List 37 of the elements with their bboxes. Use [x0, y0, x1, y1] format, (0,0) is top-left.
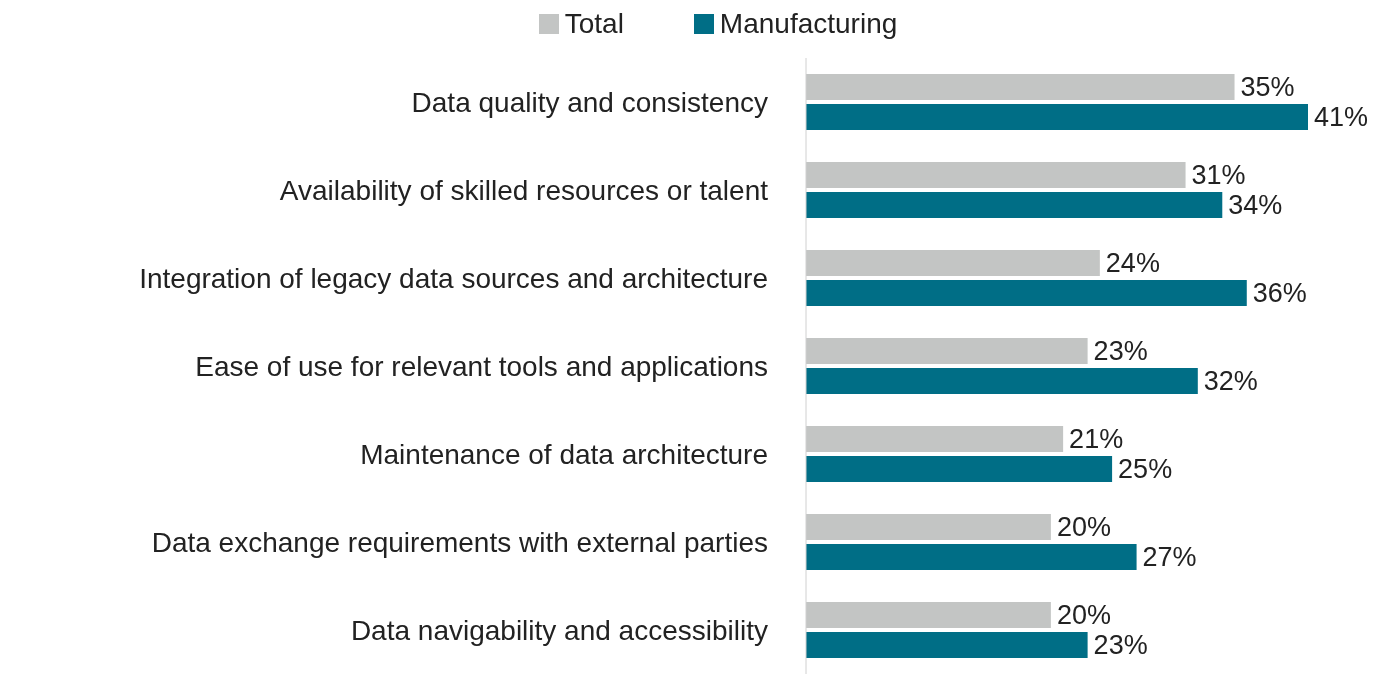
data-label: 24% [1105, 248, 1160, 278]
data-label: 25% [1118, 454, 1173, 484]
bar [806, 514, 1051, 540]
data-label: 23% [1093, 336, 1148, 366]
data-label: 27% [1142, 542, 1197, 572]
bar [806, 74, 1235, 100]
bar [806, 338, 1088, 364]
bar [806, 456, 1113, 482]
y-tick-label: Availability of skilled resources or talent [279, 174, 769, 206]
bar [806, 104, 1308, 130]
bar [806, 192, 1223, 218]
data-label: 36% [1252, 278, 1307, 308]
bar [806, 368, 1198, 394]
data-label: 21% [1069, 424, 1124, 454]
bar [806, 162, 1186, 188]
y-tick-label: Data exchange requirements with external parties [151, 526, 768, 558]
legend-label: Total [563, 8, 624, 40]
data-label: 34% [1228, 190, 1283, 220]
data-label: 31% [1191, 160, 1246, 190]
data-label: 35% [1240, 72, 1295, 102]
data-label: 20% [1056, 512, 1111, 542]
data-label: 20% [1056, 600, 1111, 630]
bar [806, 280, 1247, 306]
y-tick-label: Data quality and consistency [411, 86, 768, 118]
y-tick-label: Integration of legacy data sources and architecture [139, 262, 768, 294]
data-label: 41% [1314, 102, 1369, 132]
bar [806, 426, 1064, 452]
y-tick-label: Maintenance of data architecture [360, 438, 768, 470]
data-label: 23% [1093, 630, 1148, 660]
bar [806, 544, 1137, 570]
y-tick-label: Data navigability and accessibility [350, 614, 768, 646]
bar [806, 632, 1088, 658]
legend-label: Manufacturing [718, 8, 898, 40]
y-tick-label: Ease of use for relevant tools and applications [195, 350, 768, 382]
bar [806, 602, 1051, 628]
bar [806, 250, 1100, 276]
data-label: 32% [1203, 366, 1258, 396]
